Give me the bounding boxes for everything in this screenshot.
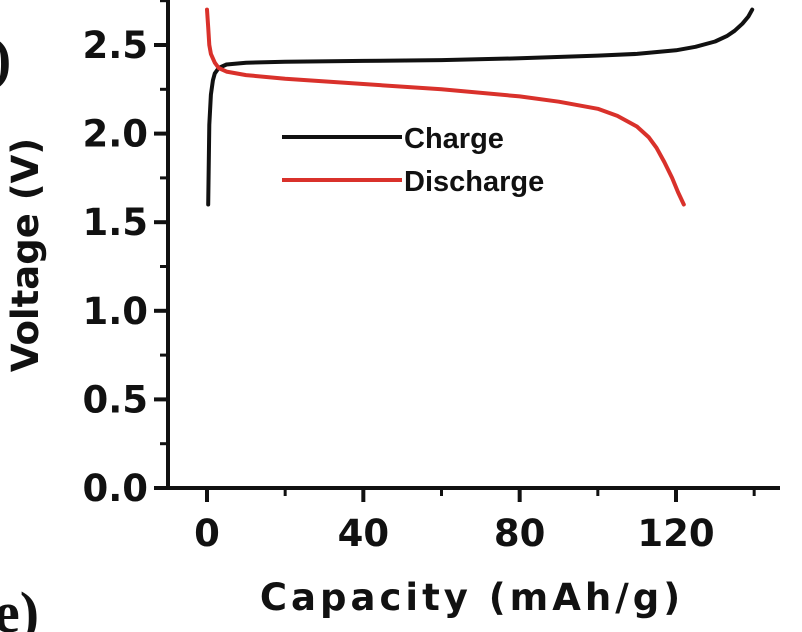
y-tick-label: 2.5 xyxy=(82,24,148,67)
x-axis-title: Capacity (mAh/g) xyxy=(260,576,684,619)
y-tick-label: 0.5 xyxy=(82,378,148,421)
legend: Charge Discharge xyxy=(282,123,544,198)
series-line-discharge xyxy=(205,7,686,207)
panel-letter-bottom: e) xyxy=(0,580,39,632)
y-tick-label: 2.0 xyxy=(82,113,148,156)
legend-label-charge: Charge xyxy=(404,123,504,155)
y-tick-label: 1.0 xyxy=(82,290,148,333)
y-tick-label: 1.5 xyxy=(82,201,148,244)
x-tick-label: 40 xyxy=(338,512,390,555)
axes: 0.0 0.5 1.0 1.5 2.0 2.5 0 40 80 120 xyxy=(82,0,780,555)
x-tick-label: 80 xyxy=(494,512,546,555)
x-tick-label: 0 xyxy=(194,512,220,555)
series-line-charge xyxy=(206,7,755,207)
series-layer xyxy=(205,7,755,207)
panel-letter-top: ) xyxy=(0,26,11,91)
x-tick-label: 120 xyxy=(637,512,714,555)
y-axis-title: Voltage (V) xyxy=(4,138,47,372)
legend-label-discharge: Discharge xyxy=(404,166,544,198)
y-tick-label: 0.0 xyxy=(82,467,148,510)
